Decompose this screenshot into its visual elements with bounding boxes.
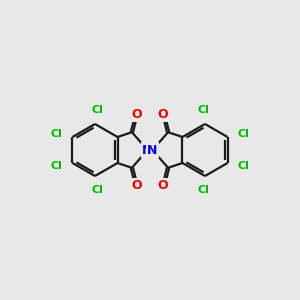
Text: O: O — [132, 179, 142, 192]
Text: Cl: Cl — [91, 105, 103, 115]
Text: Cl: Cl — [91, 185, 103, 195]
Text: O: O — [158, 179, 168, 192]
Text: N: N — [142, 143, 153, 157]
Text: Cl: Cl — [238, 161, 250, 171]
Text: N: N — [147, 143, 158, 157]
Text: Cl: Cl — [197, 185, 209, 195]
Text: Cl: Cl — [50, 129, 62, 139]
Text: O: O — [158, 108, 168, 121]
Text: Cl: Cl — [197, 105, 209, 115]
Text: O: O — [132, 108, 142, 121]
Text: Cl: Cl — [50, 161, 62, 171]
Text: Cl: Cl — [238, 129, 250, 139]
